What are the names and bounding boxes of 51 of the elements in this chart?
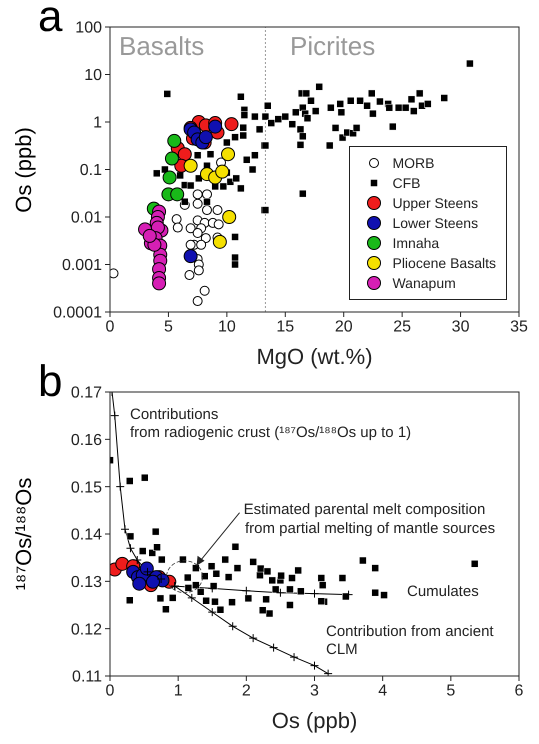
y-tick-label: 0.13 <box>70 574 102 592</box>
legend-label: Lower Steens <box>392 215 478 231</box>
y-tick-label: 0.17 <box>70 384 102 402</box>
legend-label: MORB <box>392 155 434 171</box>
y-tick-label: 0.0001 <box>53 304 102 322</box>
x-tick-label: 3 <box>310 682 320 700</box>
y-tick-label: 0.1 <box>80 162 102 180</box>
annotation: Estimated parental melt composition <box>244 500 486 518</box>
x-tick-label: 20 <box>334 318 353 336</box>
y-tick-label: 10 <box>84 67 102 84</box>
legend-label: Upper Steens <box>392 195 478 211</box>
x-tick-label: 1 <box>174 682 183 700</box>
x-tick-label: 10 <box>218 318 236 336</box>
y-axis-title: Os (ppb) <box>11 126 37 212</box>
annotation: Picrites <box>290 31 376 62</box>
y-tick-label: 0.01 <box>70 210 102 227</box>
x-tick-label: 25 <box>393 318 412 336</box>
chart-title: a <box>38 0 62 41</box>
y-tick-label: 0.16 <box>70 432 102 450</box>
y-axis-title: ¹⁸⁷Os/¹⁸⁸Os <box>11 478 37 590</box>
y-tick-label: 100 <box>75 20 102 37</box>
chart-title: b <box>38 357 62 406</box>
x-tick-label: 6 <box>514 682 524 700</box>
x-tick-label: 15 <box>276 318 294 336</box>
y-tick-label: 0.001 <box>62 257 102 274</box>
legend-label: Wanapum <box>392 275 456 291</box>
x-tick-label: 0 <box>106 318 115 336</box>
y-tick-label: 0.12 <box>70 621 102 638</box>
x-tick-label: 0 <box>106 682 115 700</box>
y-tick-label: 1 <box>93 114 102 132</box>
annotation: Basalts <box>119 31 204 62</box>
x-tick-label: 2 <box>242 682 251 700</box>
y-tick-label: 0.15 <box>70 479 102 496</box>
annotation: Contribution from ancient <box>326 623 494 640</box>
x-axis-title: Os (ppb) <box>272 708 358 733</box>
x-tick-label: 30 <box>452 318 470 336</box>
annotation: from partial melting of mantle sources <box>245 520 496 538</box>
annotation: from radiogenic crust (¹⁸⁷Os/¹⁸⁸Os up to 1) <box>130 424 412 442</box>
legend-label: CFB <box>392 175 420 191</box>
annotation: CLM <box>326 641 358 658</box>
legend-label: Pliocene Basalts <box>392 255 496 271</box>
y-tick-label: 0.11 <box>72 668 102 686</box>
annotation: Contributions <box>130 406 218 424</box>
annotation: Cumulates <box>407 583 479 600</box>
x-axis-title: MgO (wt.%) <box>256 344 373 369</box>
x-tick-label: 5 <box>446 682 456 700</box>
legend-label: Imnaha <box>392 235 440 251</box>
x-tick-label: 4 <box>378 682 388 700</box>
y-tick-label: 0.14 <box>70 526 102 544</box>
x-tick-label: 35 <box>510 318 528 336</box>
x-tick-label: 5 <box>164 318 173 336</box>
